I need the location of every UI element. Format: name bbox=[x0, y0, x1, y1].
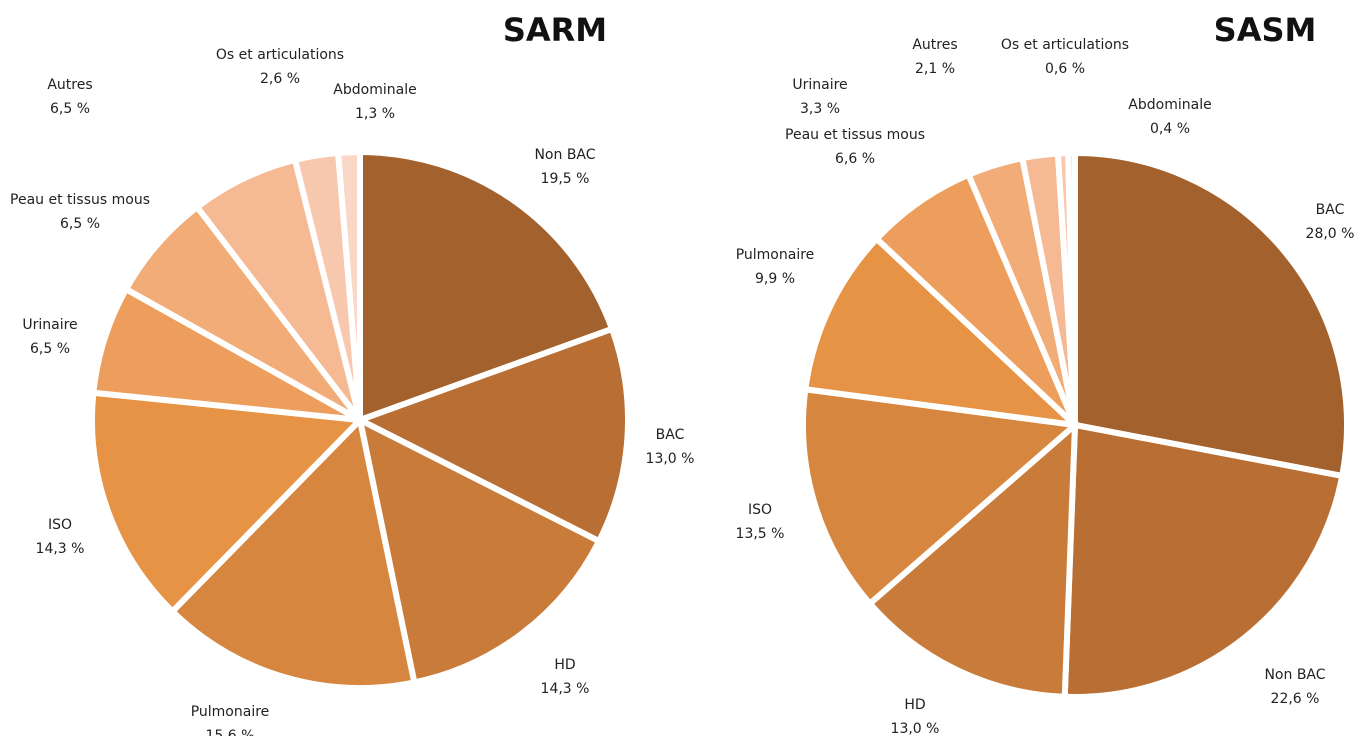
value-label: 28,0 % bbox=[1306, 226, 1355, 242]
slice-label: ISO bbox=[48, 517, 72, 533]
pie-slice bbox=[1065, 150, 1078, 428]
pie-slice bbox=[1072, 150, 1350, 479]
pie-slice bbox=[800, 386, 1078, 607]
value-label: 15,6 % bbox=[206, 728, 255, 736]
value-label: 14,3 % bbox=[36, 541, 85, 557]
slice-label: HD bbox=[554, 657, 575, 673]
value-label: 19,5 % bbox=[541, 171, 590, 187]
slice-label: BAC bbox=[1316, 202, 1345, 218]
pie-slice bbox=[357, 149, 616, 423]
value-label: 2,6 % bbox=[260, 71, 300, 87]
pie-slice bbox=[89, 389, 363, 615]
slice-label: Os et articulations bbox=[216, 47, 344, 63]
value-label: 6,5 % bbox=[50, 101, 90, 117]
value-label: 13,0 % bbox=[646, 451, 695, 467]
slice-label: Os et articulations bbox=[1001, 37, 1129, 53]
slice-label: Autres bbox=[47, 77, 92, 93]
chart-title: SASM bbox=[1214, 11, 1317, 49]
pie-slice bbox=[357, 325, 631, 545]
pie-slice bbox=[1061, 422, 1346, 700]
value-label: 6,6 % bbox=[835, 151, 875, 167]
value-label: 0,4 % bbox=[1150, 121, 1190, 137]
value-label: 6,5 % bbox=[30, 341, 70, 357]
slice-label: BAC bbox=[656, 427, 685, 443]
pie-slice bbox=[357, 417, 603, 686]
slice-label: Abdominale bbox=[333, 82, 416, 98]
slice-label: Non BAC bbox=[1264, 667, 1325, 683]
pie-slice bbox=[169, 417, 418, 691]
value-label: 1,3 % bbox=[355, 106, 395, 122]
value-label: 14,3 % bbox=[541, 681, 590, 697]
slice-label: Urinaire bbox=[22, 317, 77, 333]
slice-label: Pulmonaire bbox=[191, 704, 270, 720]
value-label: 13,0 % bbox=[891, 721, 940, 736]
slice-label: ISO bbox=[748, 502, 772, 518]
value-label: 0,6 % bbox=[1045, 61, 1085, 77]
slice-label: HD bbox=[904, 697, 925, 713]
slice-label: Urinaire bbox=[792, 77, 847, 93]
slice-label: Non BAC bbox=[534, 147, 595, 163]
slice-label: Peau et tissus mous bbox=[785, 127, 925, 143]
pie-slice bbox=[802, 235, 1078, 428]
pie-slice bbox=[335, 149, 363, 423]
slice-label: Pulmonaire bbox=[736, 247, 815, 263]
value-label: 3,3 % bbox=[800, 101, 840, 117]
slice-label: Abdominale bbox=[1128, 97, 1211, 113]
value-label: 9,9 % bbox=[755, 271, 795, 287]
slice-label: Peau et tissus mous bbox=[10, 192, 150, 208]
value-label: 22,6 % bbox=[1271, 691, 1320, 707]
slice-label: Autres bbox=[912, 37, 957, 53]
chart-title: SARM bbox=[503, 11, 607, 49]
value-label: 6,5 % bbox=[60, 216, 100, 232]
pie-slice bbox=[866, 422, 1078, 700]
value-label: 13,5 % bbox=[736, 526, 785, 542]
value-label: 2,1 % bbox=[915, 61, 955, 77]
